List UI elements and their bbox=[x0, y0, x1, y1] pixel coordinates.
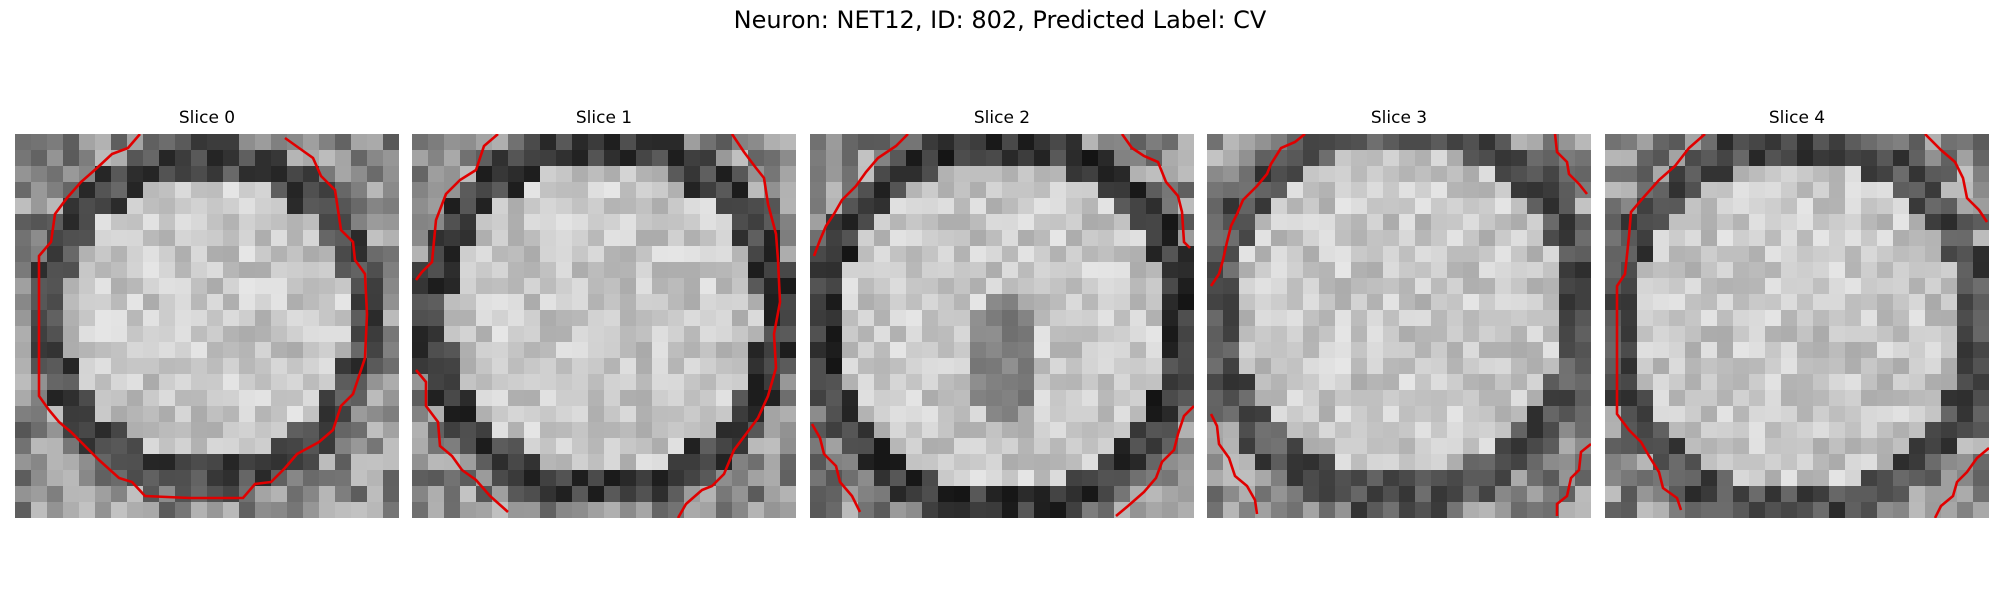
slice-image-0 bbox=[15, 134, 399, 518]
slice-contour-4 bbox=[1615, 134, 1989, 518]
slice-contour-1 bbox=[414, 134, 782, 518]
slice-pixels-3 bbox=[1207, 134, 1591, 518]
slice-image-2 bbox=[810, 134, 1194, 518]
figure-title: Neuron: NET12, ID: 802, Predicted Label:… bbox=[733, 6, 1267, 34]
slice-contour-0 bbox=[37, 134, 369, 500]
slice-title-2: Slice 2 bbox=[973, 108, 1031, 128]
slice-title-1: Slice 1 bbox=[575, 108, 633, 128]
slice-image-3 bbox=[1207, 134, 1591, 518]
slice-contour-2 bbox=[810, 134, 1194, 517]
slice-pixels-4 bbox=[1605, 134, 1989, 518]
slice-title-3: Slice 3 bbox=[1370, 108, 1428, 128]
slice-contour-3 bbox=[1209, 134, 1591, 516]
slice-image-1 bbox=[412, 134, 796, 518]
slice-title-4: Slice 4 bbox=[1768, 108, 1826, 128]
slice-title-0: Slice 0 bbox=[178, 108, 236, 128]
slice-pixels-2 bbox=[810, 134, 1194, 518]
slice-image-4 bbox=[1605, 134, 1989, 518]
